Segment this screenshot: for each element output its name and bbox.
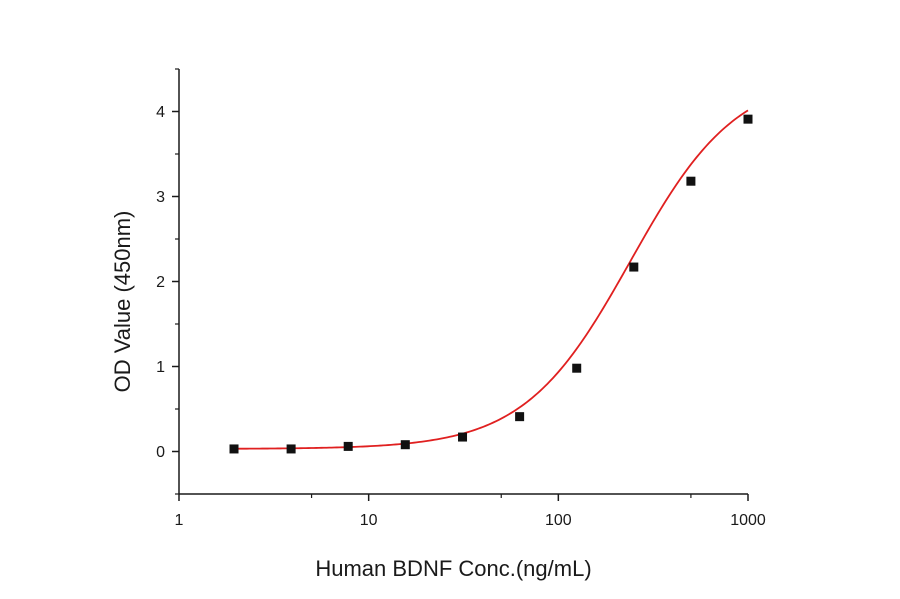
data-point xyxy=(400,440,410,450)
data-point xyxy=(343,441,353,451)
x-axis-ticks: 1 10 100 1000 xyxy=(175,494,766,529)
fit-curve xyxy=(234,109,749,450)
y-axis-title: OD Value (450nm) xyxy=(110,211,135,393)
x-tick-label: 10 xyxy=(360,512,378,529)
data-point xyxy=(229,444,239,454)
data-point xyxy=(515,412,525,422)
y-tick-label: 1 xyxy=(156,359,165,376)
y-tick-label: 4 xyxy=(156,104,165,121)
y-tick-label: 2 xyxy=(156,274,165,291)
data-point xyxy=(743,114,753,124)
x-tick-label: 1 xyxy=(175,512,184,529)
data-points xyxy=(229,114,753,454)
data-point xyxy=(686,176,696,186)
data-point xyxy=(458,432,468,442)
data-point xyxy=(286,444,296,454)
x-tick-label: 100 xyxy=(545,512,572,529)
data-point xyxy=(572,363,582,373)
y-tick-label: 3 xyxy=(156,189,165,206)
y-axis-ticks: 0 1 2 3 4 xyxy=(156,68,179,495)
x-tick-label: 1000 xyxy=(730,512,766,529)
y-tick-label: 0 xyxy=(156,444,165,461)
x-axis-title: Human BDNF Conc.(ng/mL) xyxy=(315,556,591,581)
data-point xyxy=(629,262,639,272)
